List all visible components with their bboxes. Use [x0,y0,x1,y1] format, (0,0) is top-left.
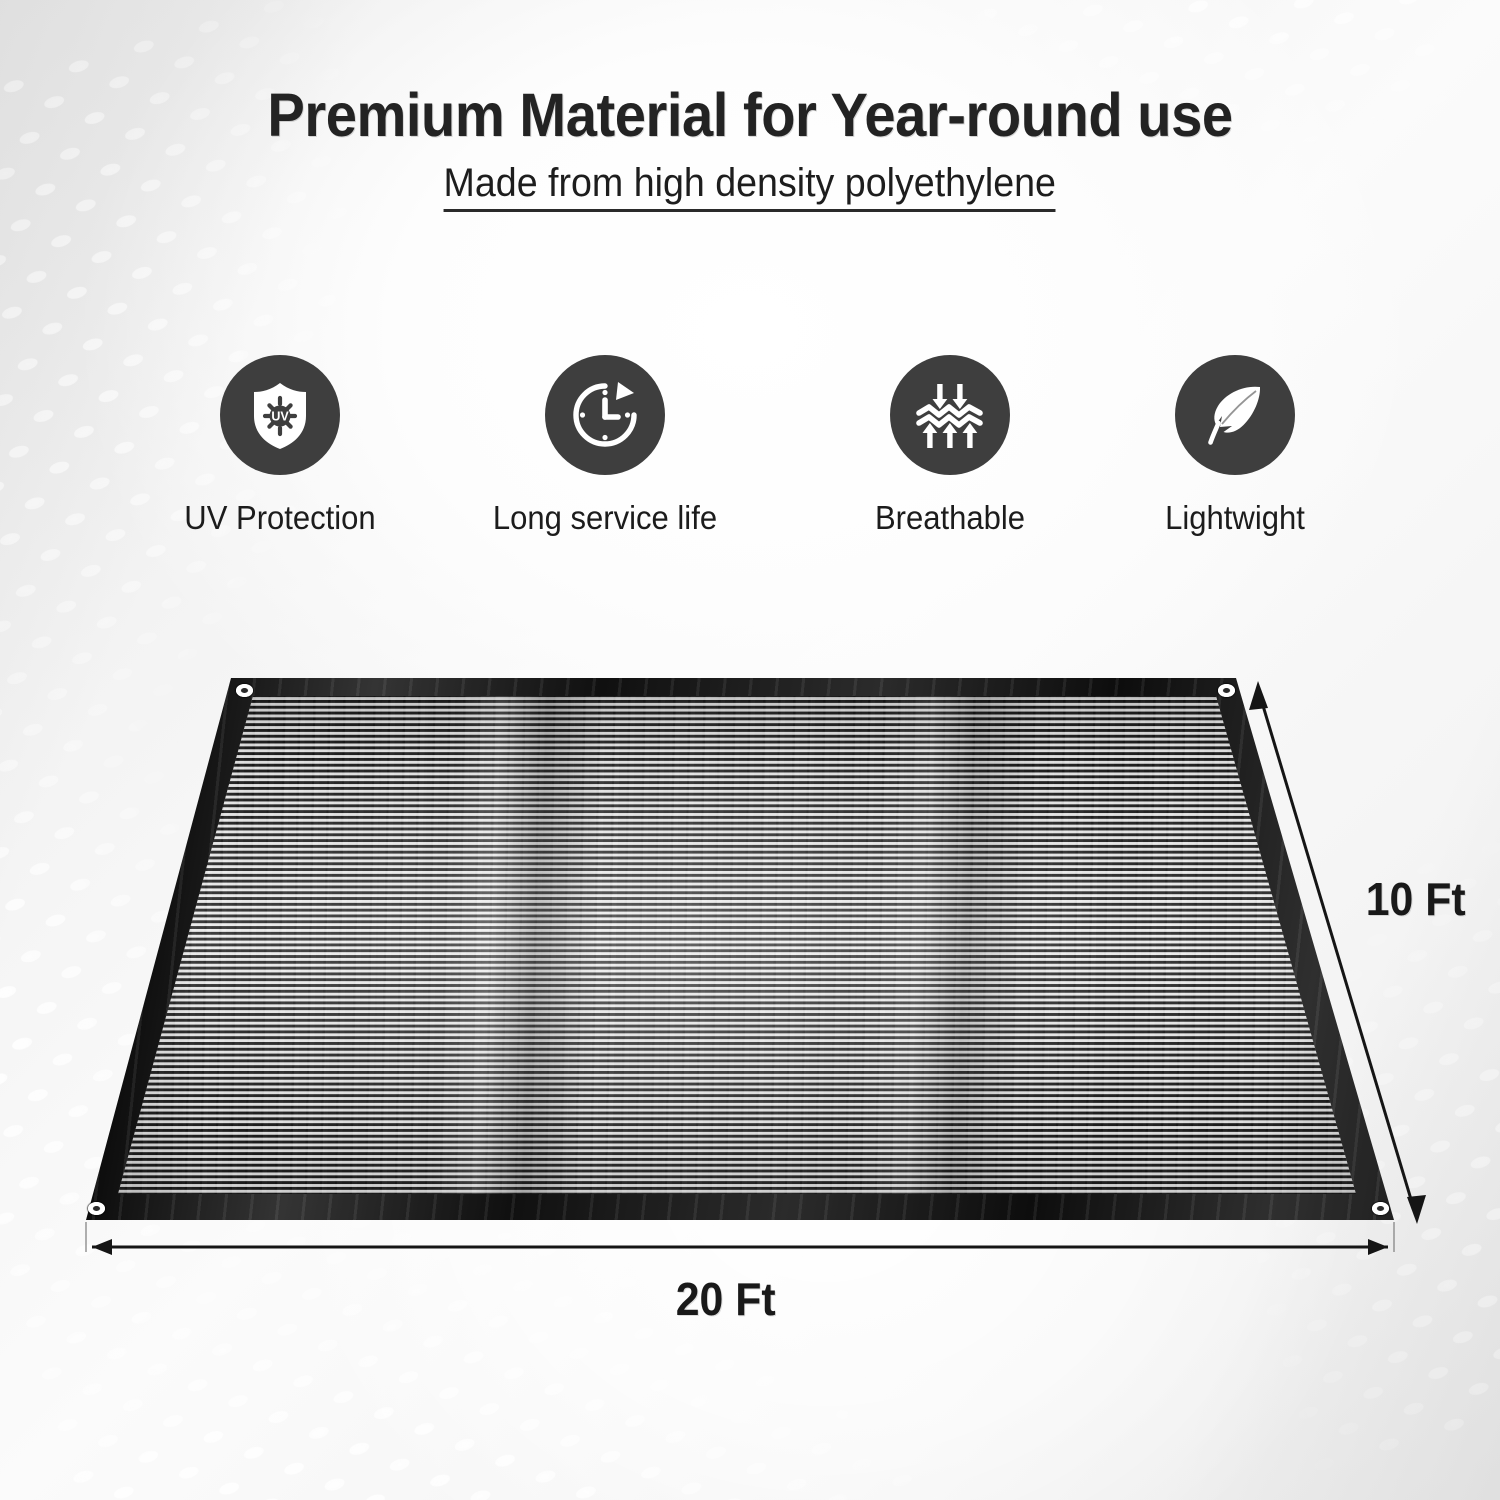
feature-long-service-life: Long service life [475,355,735,537]
product-photo [0,600,1500,1320]
feature-uv-protection: UV UV Protection [150,355,410,537]
grommet-bottom-left [88,1202,105,1215]
mesh-fold-highlights [118,696,1356,1194]
feature-label: Breathable [874,499,1026,536]
tarp-mesh-field [118,696,1356,1194]
subtitle-wrap: Made from high density polyethylene [0,161,1500,213]
mesh-shading-overlay [118,696,1356,1194]
clock-arrow-icon [545,355,665,475]
feature-breathable: Breathable [820,355,1080,537]
grommet-top-right [1218,684,1235,697]
grommet-bottom-right [1372,1202,1389,1215]
feature-label: Lightwight [1165,499,1305,536]
svg-text:UV: UV [271,410,289,424]
feature-label: UV Protection [184,499,376,536]
page-subtitle: Made from high density polyethylene [443,161,1057,213]
airflow-waves-icon [890,355,1010,475]
feature-lightweight: Lightwight [1105,355,1365,537]
knitted-mesh-texture [118,696,1356,1194]
grommet-top-left [236,684,253,697]
feature-label: Long service life [492,499,718,536]
heading-block: Premium Material for Year-round use Made… [0,0,1500,213]
page-title: Premium Material for Year-round use [267,81,1233,149]
feather-icon [1175,355,1295,475]
uv-shield-icon: UV [220,355,340,475]
feature-list: UV UV Protection [150,355,1360,565]
